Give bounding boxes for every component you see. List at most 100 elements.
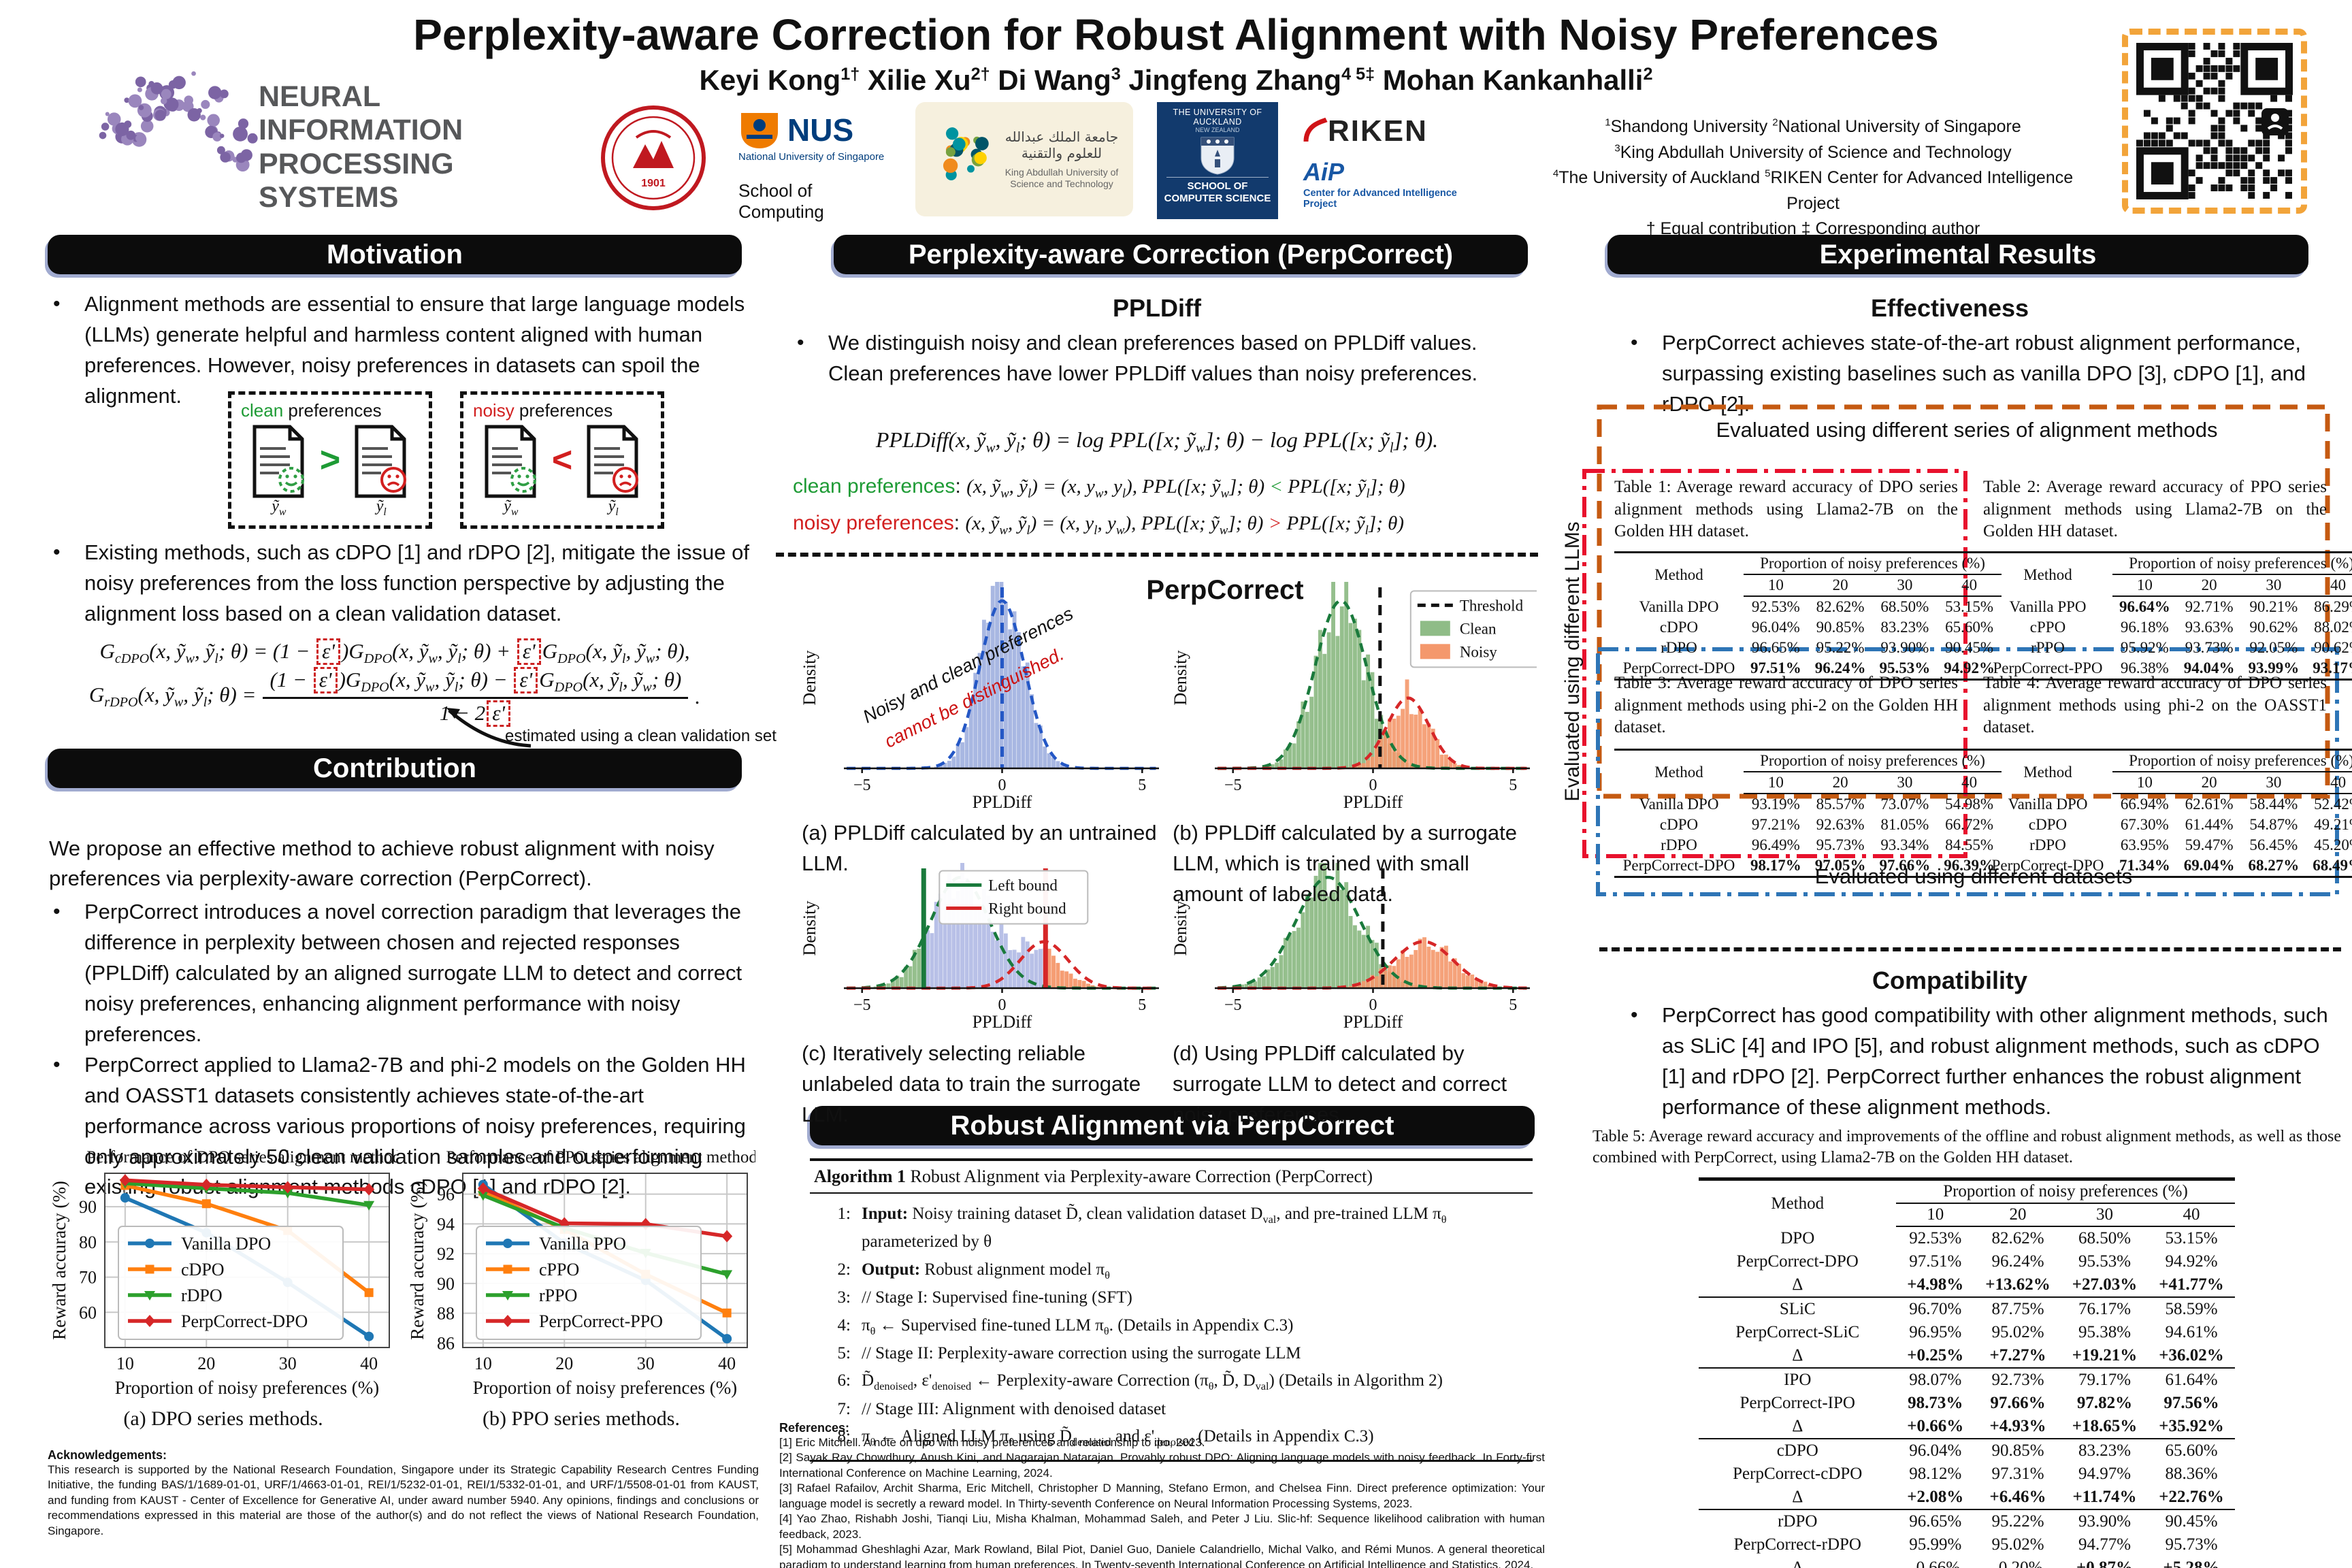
value-cell: 95.73% xyxy=(1816,836,1865,853)
svg-text:−5: −5 xyxy=(1224,777,1242,794)
section-bar-motivation: Motivation xyxy=(48,235,742,274)
value-cell: 95.02% xyxy=(1991,1535,2044,1554)
value-cell: 90.62% xyxy=(2249,619,2298,636)
table-row: rDPO 63.95% 59.47% 56.45% 45.20% xyxy=(1983,835,2352,855)
references-block: References: [1] Eric Mitchell. A note on… xyxy=(779,1421,1545,1568)
col-group-header: Proportion of noisy preferences (%) xyxy=(1744,749,2002,772)
section-title: Contribution xyxy=(313,753,476,783)
method-cell: PerpCorrect-PPO xyxy=(1993,659,2103,676)
epsilon-note: estimated using a clean validation set xyxy=(505,727,777,745)
ppldiff-heading: PPLDiff xyxy=(1113,294,1201,322)
svg-text:−5: −5 xyxy=(853,996,871,1014)
svg-text:Performance of PPO series alig: Performance of PPO series alignment meth… xyxy=(446,1148,755,1166)
line-text: // Stage III: Alignment with denoised da… xyxy=(862,1399,1166,1418)
chart-legend: Vanilla PPO cPPO rPPO PerpCorrect-PPO xyxy=(476,1226,702,1340)
qr-pattern xyxy=(2136,43,2293,199)
contribution-bullets: • PerpCorrect introduces a novel correcti… xyxy=(49,897,757,1203)
clean-label: clean preferences: xyxy=(793,475,961,497)
list-item: • PerpCorrect applied to Llama2-7B and ph… xyxy=(49,1050,757,1203)
histogram-layer xyxy=(1339,937,1509,988)
perpcorrect-figure-title: PerpCorrect xyxy=(1146,575,1304,605)
value-cell: +22.76% xyxy=(2159,1488,2224,1506)
col-header: 10 xyxy=(2112,772,2177,794)
col-header-method: Method xyxy=(2023,566,2072,583)
algorithm-title: Algorithm 1 Robust Alignment via Perplex… xyxy=(810,1161,1533,1194)
table-row: rDPO 96.65% 95.22% 93.90% 90.45% xyxy=(1614,638,2002,658)
method-cell: Δ xyxy=(1792,1558,1803,1568)
neurips-wordmark: NEURAL INFORMATION PROCESSING SYSTEMS xyxy=(259,80,544,215)
clean-preferences-line: clean preferences: (x, ỹw, ỹl) = (x, yw,… xyxy=(793,475,1541,502)
svg-text:0: 0 xyxy=(1369,777,1377,794)
section-bar-perpcorrect: Perplexity-aware Correction (PerpCorrect… xyxy=(834,235,1528,274)
nus-shield-icon xyxy=(741,113,778,148)
svg-text:88: 88 xyxy=(437,1304,455,1324)
svg-text:20: 20 xyxy=(197,1354,215,1373)
auckland-nz: NEW ZEALAND xyxy=(1195,127,1240,133)
table-row: SLiC 96.70% 87.75% 76.17% 58.59% xyxy=(1699,1296,2235,1321)
neurips-line2: PROCESSING SYSTEMS xyxy=(259,147,454,214)
value-cell: 92.71% xyxy=(2185,598,2234,615)
smiley-face-icon xyxy=(278,467,304,493)
value-cell: +13.62% xyxy=(1985,1275,2051,1294)
histogram-layer xyxy=(1226,863,1431,988)
method-cell: PerpCorrect-DPO xyxy=(1622,857,1735,874)
table1-caption: Table 1: Average reward accuracy of DPO … xyxy=(1614,478,1958,540)
value-cell: 98.12% xyxy=(1909,1465,1962,1483)
value-cell: 82.62% xyxy=(1816,598,1865,615)
motivation-bullet-2: • Existing methods, such as cDPO [1] and… xyxy=(49,538,753,630)
table-row: PerpCorrect-rDPO 95.99% 95.02% 94.77% 95.73% xyxy=(1699,1533,2235,1556)
caption-subplot-c: (c) Iteratively selecting reliable unlab… xyxy=(802,1041,1141,1126)
svg-text:PPLDiff: PPLDiff xyxy=(973,1012,1032,1032)
auckland-name: THE UNIVERSITY OF AUCKLAND xyxy=(1173,108,1262,127)
value-cell: 85.57% xyxy=(1816,796,1865,813)
value-cell: 58.59% xyxy=(2148,1296,2235,1321)
method-cell: PerpCorrect-rDPO xyxy=(1733,1535,1861,1554)
value-cell: 82.62% xyxy=(1991,1229,2044,1247)
clean-formula: (x, ỹw, ỹl) = (x, yw, yl), PPL([x; ỹw]; … xyxy=(966,476,1405,501)
table5-caption: Table 5: Average reward accuracy and imp… xyxy=(1592,1128,2341,1167)
references-heading: References: xyxy=(779,1421,850,1435)
svg-text:cPPO: cPPO xyxy=(539,1260,579,1279)
ppldiff-bullet: • We distinguish noisy and clean prefere… xyxy=(793,328,1535,389)
table-row: DPO 92.53% 82.62% 68.50% 53.15% xyxy=(1699,1226,2235,1250)
value-cell: 97.21% xyxy=(1751,816,1800,833)
value-cell: +0.66% xyxy=(1907,1417,1964,1435)
value-cell: 95.99% xyxy=(1909,1535,1962,1554)
line-number: 3: xyxy=(837,1288,851,1307)
bullet-dot: • xyxy=(53,293,61,315)
document-icon xyxy=(587,425,639,498)
method-cell: Δ xyxy=(1792,1417,1803,1435)
value-cell: 83.23% xyxy=(2061,1438,2149,1463)
value-cell: 90.62% xyxy=(2314,639,2352,656)
col-header: 40 xyxy=(2306,772,2352,794)
svg-text:5: 5 xyxy=(1509,996,1517,1014)
page-title: Perplexity-aware Correction for Robust A… xyxy=(413,10,1939,59)
reference-item: [5] Mohammad Gheshlaghi Azar, Mark Rowla… xyxy=(779,1543,1545,1568)
value-cell: 65.60% xyxy=(1945,619,1994,636)
line-text: Input: Noisy training dataset D̃, clean … xyxy=(862,1205,1447,1252)
table-row: Vanilla DPO 93.19% 85.57% 73.07% 54.98% xyxy=(1614,794,2002,815)
svg-text:10: 10 xyxy=(474,1354,492,1373)
value-cell: +4.98% xyxy=(1907,1275,1964,1294)
series-perpcorrect-dpo xyxy=(119,1174,375,1196)
table3: Method Proportion of noisy preferences (%… xyxy=(1614,743,2002,878)
line-number: 6: xyxy=(837,1371,851,1390)
value-cell: 95.38% xyxy=(2078,1323,2132,1341)
table-row: cPPO 96.18% 93.63% 90.62% 88.02% xyxy=(1983,617,2352,638)
table-row: PerpCorrect-DPO 71.34% 69.04% 68.27% 68.49% xyxy=(1983,855,2352,877)
bullet-text: PerpCorrect applied to Llama2-7B and phi… xyxy=(84,1052,746,1199)
reference-item: [4] Yao Zhao, Rishabh Joshi, Tianqi Liu,… xyxy=(779,1512,1545,1541)
ppldiff-equation: PPLDiff(x, ỹw, ỹl; θ) = log PPL([x; ỹw];… xyxy=(875,427,1439,456)
value-cell: 96.65% xyxy=(1751,639,1800,656)
noisy-preferences-line: noisy preferences: (x, ỹw, ỹl) = (x, yl,… xyxy=(793,512,1541,538)
method-cell: rDPO xyxy=(1661,639,1697,656)
nus-logo: NUS National University of Singapore Sch… xyxy=(738,110,898,223)
affiliations-block: 1Shandong University 2National Universit… xyxy=(1524,114,2102,242)
value-cell: 56.45% xyxy=(2249,836,2298,853)
value-cell: +2.08% xyxy=(1907,1488,1964,1506)
value-cell: 49.21% xyxy=(2314,816,2352,833)
line-number: 2: xyxy=(837,1260,851,1279)
table-row: PerpCorrect-cDPO 98.12% 97.31% 94.97% 88.36% xyxy=(1699,1463,2235,1486)
auckland-school-label: SCHOOL OF COMPUTER SCIENCE xyxy=(1164,180,1271,204)
value-cell: 96.38% xyxy=(2120,659,2169,676)
